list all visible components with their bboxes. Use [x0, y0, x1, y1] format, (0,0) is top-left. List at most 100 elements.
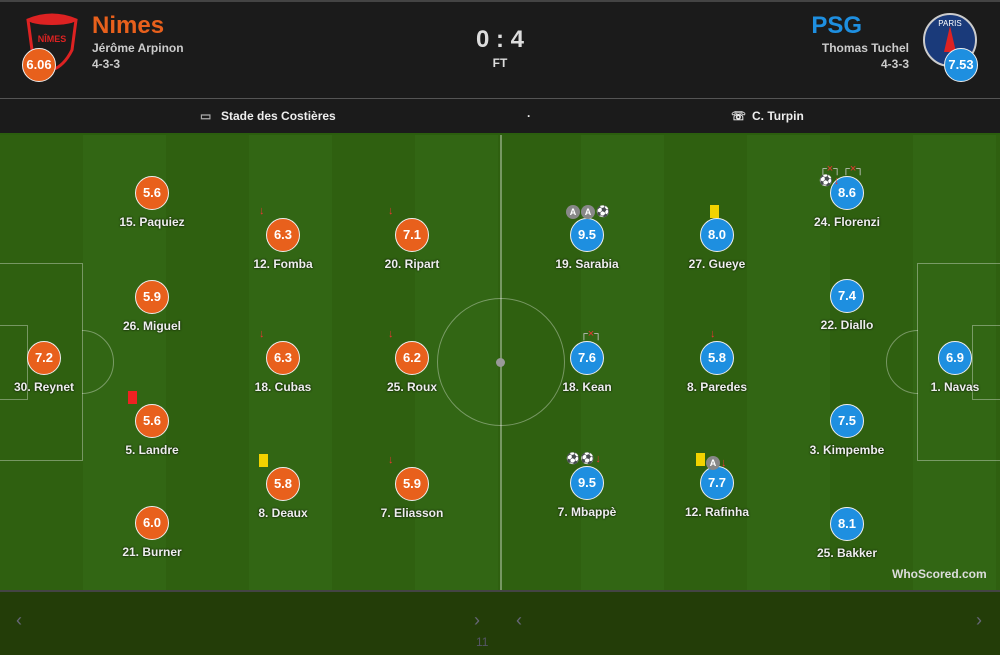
player-rating[interactable]: 7.6 — [570, 341, 604, 375]
player-event-icons: A A ⚽ — [566, 205, 626, 219]
player-rating[interactable]: 6.9 — [938, 341, 972, 375]
player-event-icons: A ↓ — [696, 453, 756, 470]
sub-off-icon: ↓ — [595, 453, 601, 465]
player-event-icons: ┌×┐┌×┐⚽↓ — [819, 163, 879, 187]
player-rating[interactable]: 9.5 — [570, 218, 604, 252]
red-card-icon — [128, 391, 137, 407]
player-rating[interactable]: 8.1 — [830, 507, 864, 541]
goal-icon: ⚽ — [596, 206, 610, 218]
player-name[interactable]: 24. Florenzi — [813, 215, 881, 229]
player-name[interactable]: 25. Bakker — [816, 546, 878, 560]
player-name[interactable]: 18. Kean — [562, 380, 612, 394]
player-name[interactable]: 1. Navas — [930, 380, 980, 394]
player-rating[interactable]: 5.9 — [135, 280, 169, 314]
player-name[interactable]: 8. Paredes — [686, 380, 748, 394]
whistle-icon: ☏ — [731, 109, 747, 123]
player-rating[interactable]: 5.6 — [135, 176, 169, 210]
sub-off-icon: ↓ — [833, 175, 840, 187]
assist-icon: A — [566, 205, 580, 219]
player-rating[interactable]: 7.1 — [395, 218, 429, 252]
whoscored-watermark: WhoScored.com — [892, 567, 987, 581]
player-rating[interactable]: 8.0 — [700, 218, 734, 252]
home-subs-next-button[interactable]: › — [474, 610, 480, 630]
svg-text:NÎMES: NÎMES — [38, 33, 67, 44]
player-rating[interactable]: 6.3 — [266, 341, 300, 375]
player-name[interactable]: 21. Burner — [122, 545, 182, 559]
player-rating[interactable]: 7.5 — [830, 404, 864, 438]
sub-off-icon: ↓ — [388, 328, 394, 340]
yellow-card-icon — [696, 453, 705, 469]
svg-text:PARIS: PARIS — [938, 19, 961, 28]
home-subs-prev-button[interactable]: ‹ — [16, 610, 22, 630]
away-subs-prev-button[interactable]: ‹ — [516, 610, 522, 630]
sub-off-icon: ↓ — [259, 328, 265, 340]
player-event-icons: ↓ — [710, 328, 770, 340]
player-name[interactable]: 15. Paquiez — [119, 215, 185, 229]
score: 0 : 4 — [475, 26, 525, 53]
player-name[interactable]: 19. Sarabia — [555, 257, 619, 271]
player-event-icons — [128, 391, 188, 407]
player-rating[interactable]: 5.8 — [266, 467, 300, 501]
player-name[interactable]: 8. Deaux — [258, 506, 308, 520]
assist-icon: A — [581, 205, 595, 219]
player-name[interactable]: 12. Fomba — [253, 257, 313, 271]
separator: · — [527, 109, 531, 123]
player-name[interactable]: 26. Miguel — [122, 319, 181, 333]
home-team-name[interactable]: Nimes — [92, 12, 165, 39]
away-subs-next-button[interactable]: › — [976, 610, 982, 630]
player-name[interactable]: 25. Roux — [386, 380, 437, 394]
woodwork-icon: ┌×┐ — [842, 163, 865, 175]
home-team-rating: 6.06 — [22, 48, 56, 82]
substitutes-bar: ‹ › 11 ‹ › — [0, 590, 1000, 655]
sub-off-icon: ↓ — [721, 457, 727, 469]
player-rating[interactable]: 8.6 — [830, 176, 864, 210]
home-sub-partial: 11 — [476, 635, 489, 649]
player-name[interactable]: 12. Rafinha — [684, 505, 750, 519]
player-name[interactable]: 7. Eliasson — [380, 506, 444, 520]
away-team-name[interactable]: PSG — [811, 12, 862, 39]
player-event-icons: ↓ — [388, 205, 448, 217]
player-event-icons — [259, 454, 319, 470]
player-event-icons: ↓ — [388, 328, 448, 340]
player-event-icons: ↓ — [259, 328, 319, 340]
player-event-icons — [710, 205, 770, 221]
away-formation: 4-3-3 — [880, 57, 909, 71]
player-event-icons: ↓ — [388, 454, 448, 466]
player-rating[interactable]: 7.7 — [700, 466, 734, 500]
player-name[interactable]: 5. Landre — [125, 443, 179, 457]
woodwork-icon: ┌×┐ — [819, 163, 842, 175]
sub-off-icon: ↓ — [388, 205, 394, 217]
player-name[interactable]: 20. Ripart — [384, 257, 440, 271]
referee-name: C. Turpin — [752, 109, 804, 123]
goal-icon: ⚽ — [580, 453, 595, 465]
home-formation: 4-3-3 — [92, 57, 121, 71]
player-rating[interactable]: 7.2 — [27, 341, 61, 375]
player-rating[interactable]: 7.4 — [830, 279, 864, 313]
center-spot — [496, 358, 505, 367]
player-name[interactable]: 3. Kimpembe — [809, 443, 885, 457]
player-rating[interactable]: 5.6 — [135, 404, 169, 438]
player-event-icons: ┌×┐ — [580, 328, 640, 340]
match-info-bar: ▭ Stade des Costières · ☏ C. Turpin — [0, 99, 1000, 133]
stadium-icon: ▭ — [200, 109, 212, 123]
player-rating[interactable]: 9.5 — [570, 466, 604, 500]
yellow-card-icon — [710, 205, 719, 221]
player-name[interactable]: 27. Gueye — [688, 257, 746, 271]
player-rating[interactable]: 6.3 — [266, 218, 300, 252]
sub-off-icon: ↓ — [710, 328, 716, 340]
match-header: NÎMES 6.06 Nimes Jérôme Arpinon 4-3-3 0 … — [0, 0, 1000, 99]
player-name[interactable]: 30. Reynet — [13, 380, 75, 394]
goal-icon: ⚽ — [566, 453, 580, 465]
player-rating[interactable]: 6.0 — [135, 506, 169, 540]
home-coach: Jérôme Arpinon — [92, 41, 184, 55]
sub-off-icon: ↓ — [388, 454, 394, 466]
player-rating[interactable]: 5.8 — [700, 341, 734, 375]
player-name[interactable]: 18. Cubas — [254, 380, 312, 394]
player-name[interactable]: 22. Diallo — [820, 318, 874, 332]
player-rating[interactable]: 5.9 — [395, 467, 429, 501]
away-coach: Thomas Tuchel — [821, 41, 909, 55]
player-rating[interactable]: 6.2 — [395, 341, 429, 375]
player-name[interactable]: 7. Mbappè — [557, 505, 617, 519]
yellow-card-icon — [259, 454, 268, 470]
away-team-rating: 7.53 — [944, 48, 978, 82]
